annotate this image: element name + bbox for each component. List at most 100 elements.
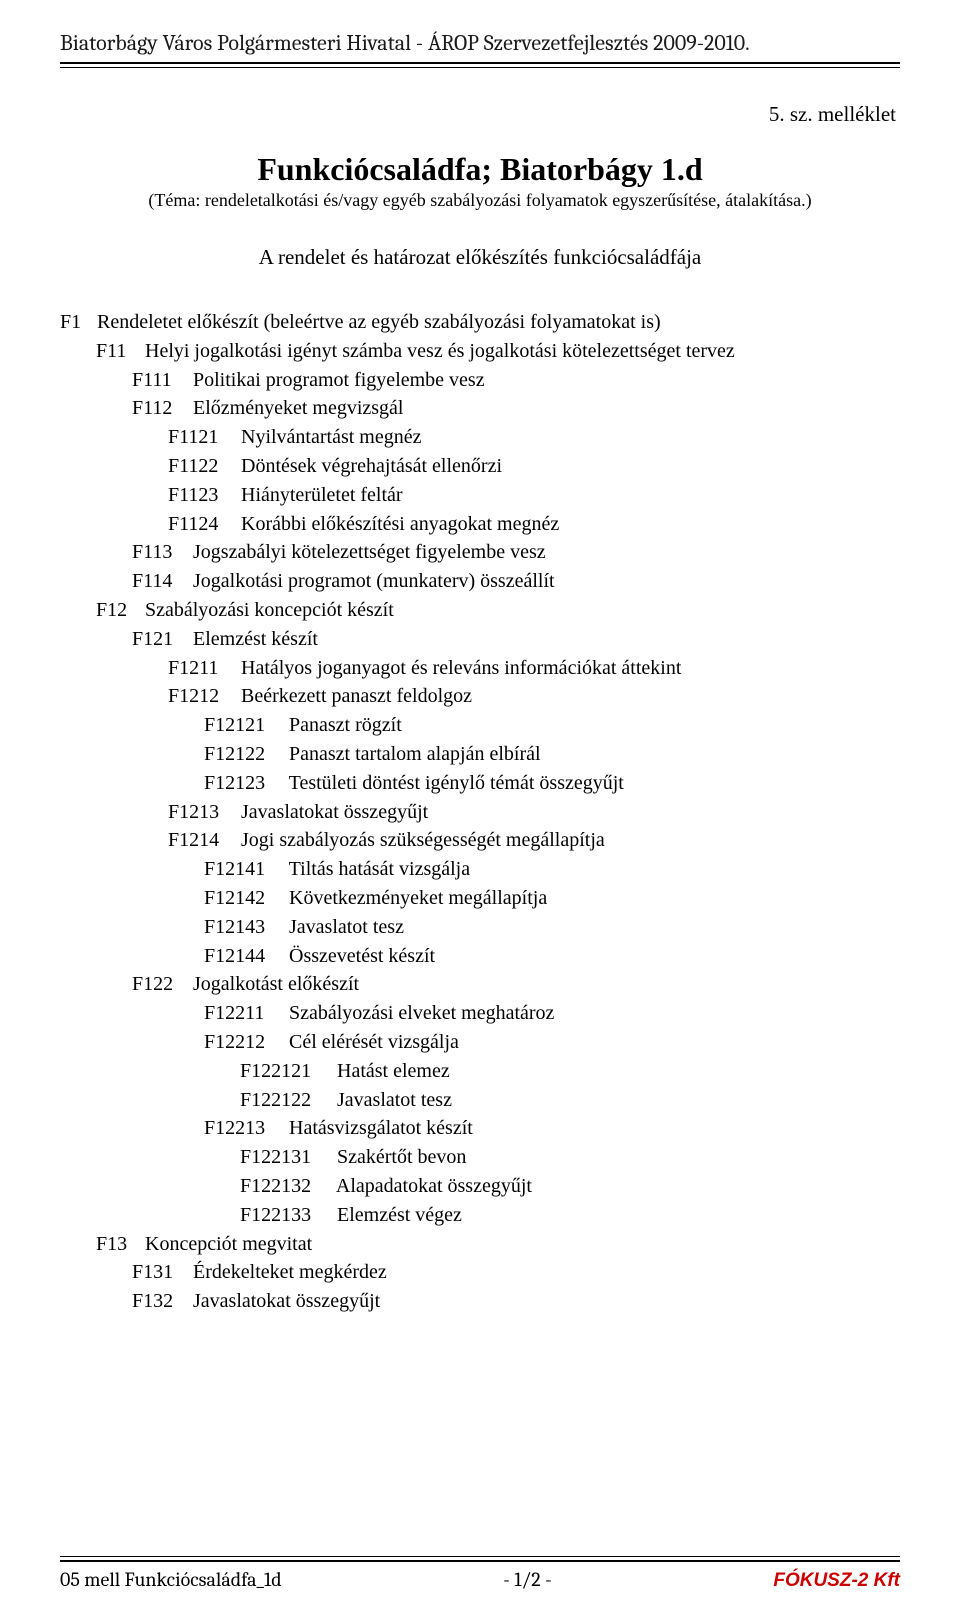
tree-code: F122121 bbox=[240, 1057, 332, 1086]
tree-text: Politikai programot figyelembe vesz bbox=[193, 369, 485, 391]
tree-text: Elemzést végez bbox=[337, 1204, 462, 1226]
tree-row: F122 Jogalkotást előkészít bbox=[60, 970, 900, 999]
tree-row: F1121 Nyilvántartást megnéz bbox=[60, 423, 900, 452]
tree-code: F1122 bbox=[168, 452, 236, 481]
tree-row: F112 Előzményeket megvizsgál bbox=[60, 394, 900, 423]
tree-text: Nyilvántartást megnéz bbox=[241, 426, 422, 448]
tree-code: F12121 bbox=[204, 711, 284, 740]
tree-code: F131 bbox=[132, 1258, 188, 1287]
tree-text: Testületi döntést igénylő témát összegyű… bbox=[289, 772, 624, 794]
tree-row: F12212 Cél elérését vizsgálja bbox=[60, 1028, 900, 1057]
tree-text: Javaslatot tesz bbox=[337, 1089, 452, 1111]
tree-row: F12 Szabályozási koncepciót készít bbox=[60, 596, 900, 625]
tree-code: F122122 bbox=[240, 1086, 332, 1115]
section-heading: A rendelet és határozat előkészítés funk… bbox=[60, 245, 900, 270]
tree-row: F1213 Javaslatokat összegyűjt bbox=[60, 798, 900, 827]
tree-code: F122131 bbox=[240, 1143, 332, 1172]
tree-row: F132 Javaslatokat összegyűjt bbox=[60, 1287, 900, 1316]
page-header: Biatorbágy Város Polgármesteri Hivatal -… bbox=[60, 30, 900, 60]
tree-row: F1214 Jogi szabályozás szükségességét me… bbox=[60, 826, 900, 855]
tree-row: F12142 Következményeket megállapítja bbox=[60, 884, 900, 913]
tree-text: Jogalkotási programot (munkaterv) összeá… bbox=[193, 570, 555, 592]
tree-code: F12143 bbox=[204, 913, 284, 942]
tree-row: F12141 Tiltás hatását vizsgálja bbox=[60, 855, 900, 884]
header-text: Biatorbágy Város Polgármesteri Hivatal -… bbox=[60, 30, 750, 56]
document-subtitle: (Téma: rendeletalkotási és/vagy egyéb sz… bbox=[60, 190, 900, 211]
tree-text: Összevetést készít bbox=[289, 945, 435, 967]
tree-row: F122132 Alapadatokat összegyűjt bbox=[60, 1172, 900, 1201]
tree-code: F13 bbox=[96, 1230, 140, 1259]
tree-text: Javaslatokat összegyűjt bbox=[193, 1290, 380, 1312]
tree-row: F111 Politikai programot figyelembe vesz bbox=[60, 366, 900, 395]
tree-row: F121 Elemzést készít bbox=[60, 625, 900, 654]
tree-row: F122133 Elemzést végez bbox=[60, 1201, 900, 1230]
tree-code: F12142 bbox=[204, 884, 284, 913]
tree-code: F12144 bbox=[204, 942, 284, 971]
tree-row: F122131 Szakértőt bevon bbox=[60, 1143, 900, 1172]
tree-text: Panaszt rögzít bbox=[289, 714, 402, 736]
tree-row: F1123 Hiányterületet feltár bbox=[60, 481, 900, 510]
tree-code: F121 bbox=[132, 625, 188, 654]
tree-row: F122121 Hatást elemez bbox=[60, 1057, 900, 1086]
tree-row: F1122 Döntések végrehajtását ellenőrzi bbox=[60, 452, 900, 481]
tree-row: F12213 Hatásvizsgálatot készít bbox=[60, 1114, 900, 1143]
footer-left: 05 mell Funkciócsaládfa_1d bbox=[60, 1568, 282, 1591]
tree-row: F131 Érdekelteket megkérdez bbox=[60, 1258, 900, 1287]
tree-text: Döntések végrehajtását ellenőrzi bbox=[241, 455, 502, 477]
tree-text: Hatást elemez bbox=[337, 1060, 450, 1082]
footer-rule-thin bbox=[60, 1556, 900, 1557]
tree-row: F1 Rendeletet előkészít (beleértve az eg… bbox=[60, 308, 900, 337]
tree-text: Javaslatokat összegyűjt bbox=[241, 801, 428, 823]
footer-right: FÓKUSZ-2 Kft bbox=[773, 1570, 900, 1592]
tree-code: F1214 bbox=[168, 826, 236, 855]
tree-code: F1123 bbox=[168, 481, 236, 510]
tree-row: F12123 Testületi döntést igénylő témát ö… bbox=[60, 769, 900, 798]
tree-code: F1211 bbox=[168, 654, 236, 683]
tree-text: Panaszt tartalom alapján elbírál bbox=[289, 743, 541, 765]
tree-text: Korábbi előkészítési anyagokat megnéz bbox=[241, 513, 559, 535]
tree-text: Jogalkotást előkészít bbox=[193, 973, 359, 995]
tree-text: Hiányterületet feltár bbox=[241, 484, 403, 506]
tree-row: F12143 Javaslatot tesz bbox=[60, 913, 900, 942]
tree-text: Helyi jogalkotási igényt számba vesz és … bbox=[145, 340, 735, 362]
tree-row: F11 Helyi jogalkotási igényt számba vesz… bbox=[60, 337, 900, 366]
header-rule-thick bbox=[60, 62, 900, 64]
tree-code: F12141 bbox=[204, 855, 284, 884]
tree-row: F1124 Korábbi előkészítési anyagokat meg… bbox=[60, 510, 900, 539]
attachment-label: 5. sz. melléklet bbox=[60, 102, 896, 127]
tree-code: F122133 bbox=[240, 1201, 332, 1230]
tree-row: F113 Jogszabályi kötelezettséget figyele… bbox=[60, 538, 900, 567]
tree-text: Javaslatot tesz bbox=[289, 916, 404, 938]
tree-row: F12144 Összevetést készít bbox=[60, 942, 900, 971]
page-footer: 05 mell Funkciócsaládfa_1d - 1/2 - FÓKUS… bbox=[60, 1556, 900, 1592]
tree-row: F122122 Javaslatot tesz bbox=[60, 1086, 900, 1115]
tree-text: Következményeket megállapítja bbox=[289, 887, 547, 909]
tree-text: Jogszabályi kötelezettséget figyelembe v… bbox=[193, 541, 546, 563]
tree-code: F113 bbox=[132, 538, 188, 567]
tree-code: F11 bbox=[96, 337, 140, 366]
tree-code: F132 bbox=[132, 1287, 188, 1316]
tree-text: Koncepciót megvitat bbox=[145, 1233, 312, 1255]
tree-code: F12212 bbox=[204, 1028, 284, 1057]
tree-code: F12211 bbox=[204, 999, 284, 1028]
tree-row: F114 Jogalkotási programot (munkaterv) ö… bbox=[60, 567, 900, 596]
tree-code: F1 bbox=[60, 308, 92, 337]
tree-code: F12123 bbox=[204, 769, 284, 798]
tree-code: F112 bbox=[132, 394, 188, 423]
tree-text: Szabályozási koncepciót készít bbox=[145, 599, 394, 621]
tree-row: F1212 Beérkezett panaszt feldolgoz bbox=[60, 682, 900, 711]
tree-text: Jogi szabályozás szükségességét megállap… bbox=[241, 829, 605, 851]
tree-row: F1211 Hatályos joganyagot és releváns in… bbox=[60, 654, 900, 683]
tree-text: Rendeletet előkészít (beleértve az egyéb… bbox=[97, 311, 661, 333]
tree-row: F13 Koncepciót megvitat bbox=[60, 1230, 900, 1259]
tree-code: F111 bbox=[132, 366, 188, 395]
tree-text: Hatályos joganyagot és releváns informác… bbox=[241, 657, 681, 679]
tree-text: Érdekelteket megkérdez bbox=[193, 1261, 387, 1283]
tree-code: F1212 bbox=[168, 682, 236, 711]
tree-text: Előzményeket megvizsgál bbox=[193, 397, 403, 419]
header-rule-thin bbox=[60, 67, 900, 68]
tree-code: F114 bbox=[132, 567, 188, 596]
tree-text: Elemzést készít bbox=[193, 628, 318, 650]
tree-text: Beérkezett panaszt feldolgoz bbox=[241, 685, 472, 707]
tree-text: Cél elérését vizsgálja bbox=[289, 1031, 459, 1053]
